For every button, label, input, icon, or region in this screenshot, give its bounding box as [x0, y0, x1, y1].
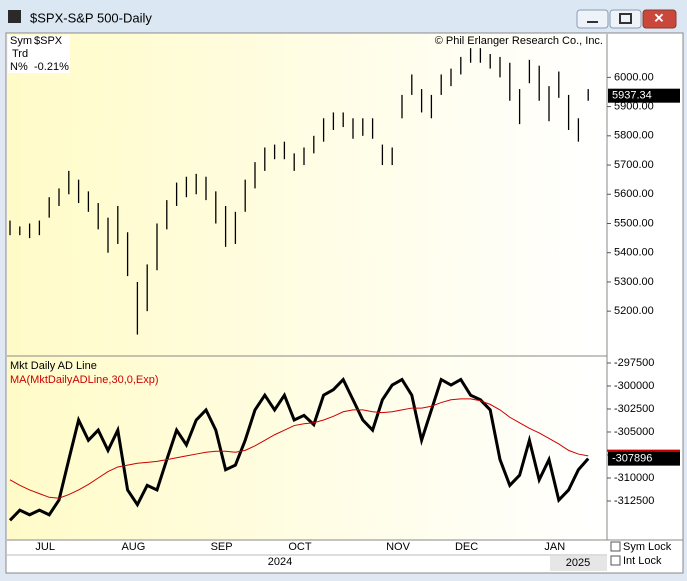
y-tick-label: -310000 — [614, 472, 654, 484]
last-value-label: 5937.34 — [612, 90, 652, 102]
info-label: Trd — [12, 48, 28, 60]
x-tick-label: DEC — [455, 541, 478, 553]
info-value: $SPX — [34, 35, 63, 47]
maximize-button[interactable] — [609, 9, 642, 29]
year-label: 2025 — [566, 557, 590, 569]
info-label: N% — [10, 61, 28, 73]
year-label: 2024 — [268, 556, 292, 568]
y-tick-label: -300000 — [614, 380, 654, 392]
close-icon: ✕ — [654, 10, 665, 25]
info-value: -0.21% — [34, 61, 69, 73]
close-button[interactable] — [642, 9, 677, 29]
title-bar — [0, 0, 687, 33]
series-line — [9, 398, 589, 499]
app-icon — [8, 10, 21, 23]
checkbox-label: Sym Lock — [623, 541, 672, 553]
minimize-button[interactable] — [576, 9, 609, 29]
x-tick-label: JAN — [544, 541, 565, 553]
y-tick-label: 5300.00 — [614, 276, 654, 288]
checkbox[interactable] — [610, 541, 621, 552]
y-tick-label: 5600.00 — [614, 188, 654, 200]
last-value-label: -307896 — [612, 453, 652, 465]
y-tick-label: 5700.00 — [614, 159, 654, 171]
info-box — [8, 35, 70, 73]
legend-entry: MA(MktDailyADLine,30,0,Exp) — [10, 374, 159, 386]
copyright: © Phil Erlanger Research Co., Inc. — [435, 35, 603, 47]
window-title: $SPX-S&P 500-Daily — [30, 10, 152, 25]
checkbox-label: Int Lock — [623, 555, 662, 567]
y-tick-label: 5400.00 — [614, 247, 654, 259]
maximize-icon — [619, 13, 632, 24]
y-tick-label: 6000.00 — [614, 71, 654, 83]
y-tick-label: 5800.00 — [614, 130, 654, 142]
y-tick-label: 5500.00 — [614, 217, 654, 229]
y-tick-label: 5200.00 — [614, 305, 654, 317]
info-label: Sym — [10, 35, 32, 47]
last-value-box — [608, 88, 680, 103]
y-tick-label: -302500 — [614, 403, 654, 415]
y-tick-label: -297500 — [614, 357, 654, 369]
checkbox[interactable] — [610, 555, 621, 566]
panel-title: Mkt Daily AD Line — [10, 360, 97, 372]
year-box — [550, 556, 607, 571]
y-tick-label: -305000 — [614, 426, 654, 438]
series-line — [8, 376, 590, 522]
x-tick-label: NOV — [386, 541, 411, 553]
x-tick-label: SEP — [211, 541, 233, 553]
x-tick-label: JUL — [35, 541, 55, 553]
y-tick-label: 5900.00 — [614, 101, 654, 113]
last-value-box — [608, 451, 680, 466]
x-tick-label: AUG — [121, 541, 145, 553]
x-tick-label: OCT — [288, 541, 312, 553]
y-tick-label: -312500 — [614, 495, 654, 507]
plot-background — [7, 34, 607, 540]
